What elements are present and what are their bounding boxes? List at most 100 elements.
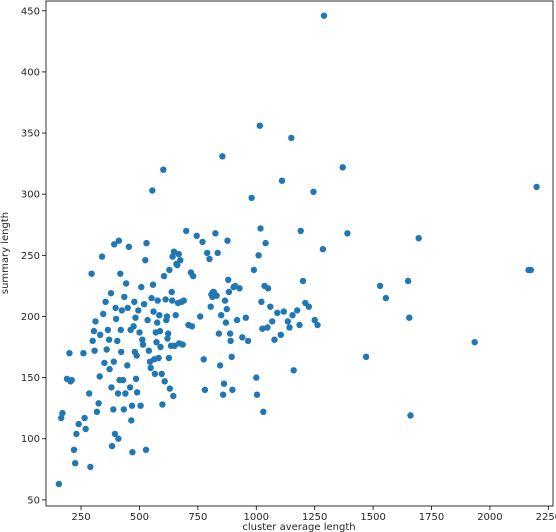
data-point: [137, 402, 144, 409]
data-point: [262, 239, 269, 247]
data-point: [269, 318, 276, 325]
x-tick-label: 750: [188, 512, 207, 523]
data-point: [471, 339, 478, 346]
data-point: [86, 390, 93, 397]
data-point: [165, 354, 173, 362]
x-tick-label: 1750: [419, 512, 444, 523]
data-point: [190, 272, 197, 280]
data-point: [257, 225, 264, 232]
data-point: [226, 330, 234, 337]
data-point: [104, 326, 112, 334]
data-point: [117, 326, 125, 334]
data-point: [149, 281, 157, 288]
data-point: [81, 414, 88, 422]
data-point: [174, 261, 181, 269]
data-point: [102, 298, 109, 305]
data-point: [89, 337, 96, 345]
data-point: [212, 230, 219, 237]
data-point: [160, 166, 167, 173]
data-point: [106, 365, 113, 373]
data-point: [121, 293, 128, 301]
data-point: [166, 266, 173, 274]
data-point: [305, 303, 312, 310]
data-point: [148, 294, 155, 302]
data-point: [118, 348, 125, 356]
data-point: [172, 312, 179, 319]
data-point: [527, 266, 534, 274]
x-tick-label: 1000: [244, 512, 269, 523]
data-point: [382, 294, 390, 302]
data-point: [144, 316, 151, 324]
data-point: [103, 346, 110, 353]
data-point: [154, 319, 161, 326]
data-point: [153, 339, 160, 346]
y-axis-label: summary length: [0, 212, 11, 294]
data-point: [130, 323, 137, 330]
data-point: [114, 337, 121, 345]
data-point: [120, 406, 128, 413]
data-point: [132, 375, 140, 382]
data-point: [286, 324, 293, 331]
data-point: [201, 386, 209, 393]
data-point: [75, 420, 82, 428]
data-point: [125, 243, 133, 250]
data-point: [163, 313, 171, 320]
data-point: [199, 238, 206, 246]
data-point: [344, 230, 351, 237]
data-point: [223, 305, 230, 313]
y-tick-label: 100: [21, 434, 40, 445]
x-tick-label: 500: [130, 512, 149, 523]
data-point: [362, 353, 370, 360]
data-point: [135, 307, 142, 314]
data-point: [100, 310, 107, 318]
data-point: [253, 391, 261, 398]
data-point: [165, 330, 172, 337]
data-point: [248, 194, 255, 202]
data-point: [289, 312, 296, 319]
data-point: [128, 402, 136, 409]
data-point: [214, 249, 221, 257]
data-point: [225, 276, 232, 283]
data-point: [229, 386, 236, 393]
data-point: [220, 380, 228, 387]
data-point: [142, 257, 149, 264]
data-point: [66, 350, 73, 357]
data-point: [242, 314, 249, 321]
data-point: [118, 307, 126, 314]
data-point: [253, 374, 260, 381]
data-point: [68, 376, 75, 384]
data-point: [204, 249, 211, 257]
data-point: [124, 304, 131, 312]
data-point: [219, 391, 227, 398]
data-point: [110, 358, 118, 365]
data-point: [110, 406, 117, 413]
x-tick-label: 250: [71, 512, 90, 523]
y-tick-label: 250: [21, 251, 40, 262]
data-point: [88, 270, 95, 277]
data-point: [213, 292, 220, 299]
data-point: [55, 480, 63, 488]
data-point: [274, 309, 281, 316]
data-point: [169, 297, 176, 304]
data-point: [140, 301, 148, 308]
data-point: [162, 296, 169, 303]
data-point: [80, 350, 87, 357]
data-point: [236, 285, 243, 292]
y-tick-label: 200: [21, 312, 40, 323]
data-point: [250, 266, 258, 274]
data-point: [101, 359, 108, 367]
x-axis-label: cluster average length: [242, 522, 355, 532]
data-point: [404, 277, 412, 285]
data-point: [73, 430, 80, 438]
data-point: [288, 134, 295, 142]
data-point: [311, 316, 318, 324]
y-axis-ticks: 50 100 150 200 250 300 350 400 450: [21, 6, 46, 506]
data-point: [310, 188, 317, 195]
data-point: [105, 336, 113, 343]
data-point: [112, 315, 120, 323]
data-point: [256, 122, 263, 129]
data-point: [95, 400, 102, 407]
data-point: [206, 255, 213, 263]
data-point: [96, 373, 103, 380]
data-point: [277, 331, 284, 338]
